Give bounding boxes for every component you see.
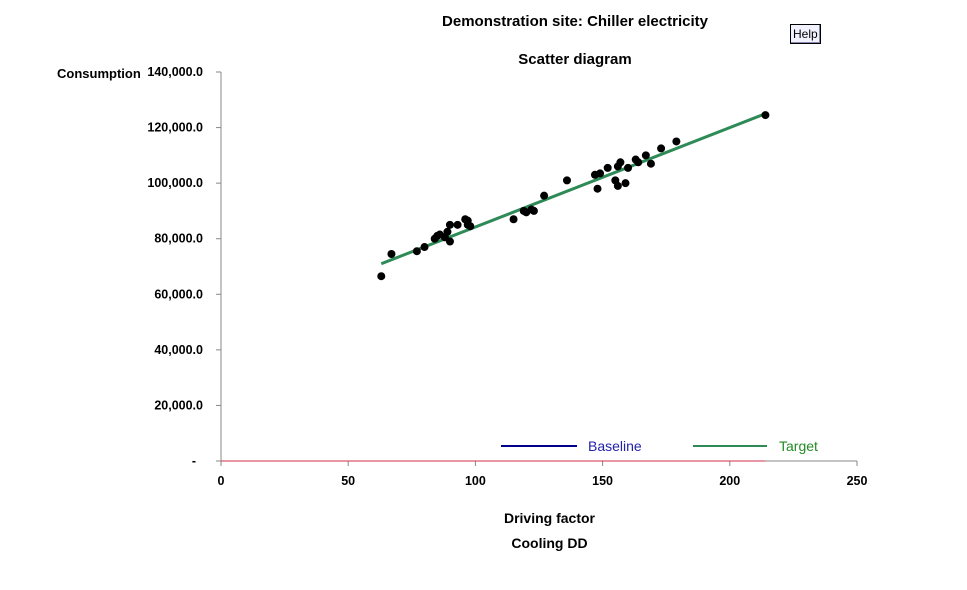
scatter-point <box>603 163 612 172</box>
scatter-point <box>445 220 454 229</box>
y-tick-label: 100,000.0 <box>147 176 203 190</box>
scatter-point <box>412 247 421 256</box>
scatter-point <box>624 163 633 172</box>
x-axis-label: Driving factor <box>503 510 595 526</box>
scatter-point <box>621 179 630 188</box>
scatter-points <box>377 111 770 281</box>
series-line-target <box>380 112 766 266</box>
x-tick-label: 100 <box>465 474 486 488</box>
y-tick-label: 140,000.0 <box>147 65 203 79</box>
legend: Baseline Target <box>501 438 818 454</box>
scatter-point <box>761 111 770 120</box>
y-tick-label: 80,000.0 <box>154 232 203 246</box>
scatter-point <box>646 159 655 168</box>
x-tick-label: 0 <box>218 474 225 488</box>
scatter-point <box>593 184 602 193</box>
scatter-point <box>443 227 452 236</box>
series-lines <box>221 112 766 462</box>
legend-label-target: Target <box>779 438 818 454</box>
scatter-point <box>672 137 681 146</box>
scatter-point <box>420 243 429 252</box>
y-axis-label: Consumption <box>57 66 141 81</box>
scatter-point <box>641 151 650 160</box>
scatter-point <box>634 158 643 167</box>
y-tick-label: 60,000.0 <box>154 287 203 301</box>
help-button[interactable]: Help <box>790 24 821 44</box>
scatter-point <box>445 237 454 246</box>
y-tick-label: - <box>192 454 196 468</box>
scatter-point <box>377 272 386 281</box>
chart-title: Demonstration site: Chiller electricity <box>442 13 708 30</box>
x-tick-label: 200 <box>719 474 740 488</box>
y-tick-label: 40,000.0 <box>154 343 203 357</box>
x-tick-label: 150 <box>592 474 613 488</box>
scatter-point <box>540 191 549 200</box>
scatter-point <box>562 176 571 185</box>
scatter-point <box>613 181 622 190</box>
scatter-point <box>466 222 475 231</box>
y-tick-label: 20,000.0 <box>154 398 203 412</box>
scatter-point <box>509 215 518 224</box>
scatter-point <box>616 158 625 167</box>
scatter-point <box>453 220 462 229</box>
scatter-point <box>596 169 605 178</box>
chart-subtitle: Scatter diagram <box>518 51 632 68</box>
x-axis-sublabel: Cooling DD <box>511 535 588 551</box>
x-tick-label: 50 <box>341 474 355 488</box>
scatter-point <box>657 144 666 153</box>
legend-label-baseline: Baseline <box>588 438 642 454</box>
y-tick-label: 120,000.0 <box>147 121 203 135</box>
scatter-point <box>387 249 396 258</box>
scatter-point <box>529 206 538 215</box>
axes: - 20,000.0 40,000.0 60,000.0 80,000.0 100,000… <box>147 65 867 488</box>
x-tick-label: 250 <box>847 474 868 488</box>
